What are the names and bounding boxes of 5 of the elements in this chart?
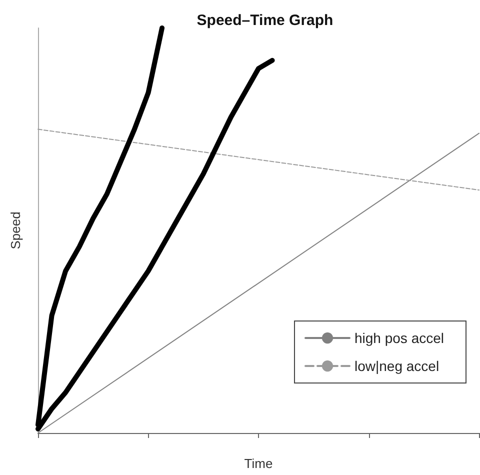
legend-label: high pos accel (354, 330, 444, 346)
chart-title: Speed–Time Graph (196, 12, 334, 29)
legend-label: low|neg accel (354, 358, 440, 374)
x-axis-title: Time (244, 456, 273, 471)
y-axis-title: Speed (8, 212, 23, 250)
